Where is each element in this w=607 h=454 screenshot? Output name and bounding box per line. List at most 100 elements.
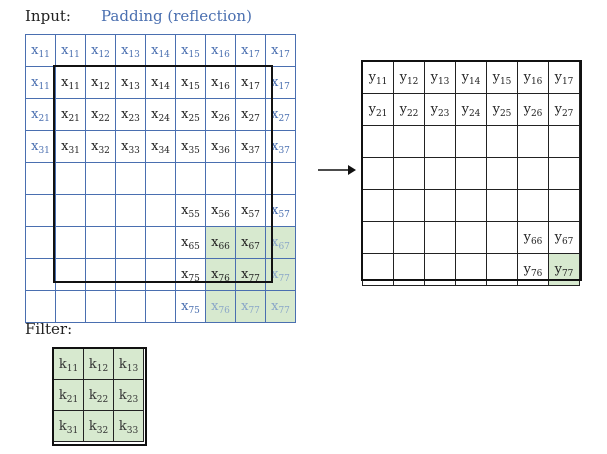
input-cell-symbol: x xyxy=(31,75,39,90)
output-cell xyxy=(486,157,518,190)
input-cell-index: 11 xyxy=(68,82,80,92)
output-cell xyxy=(486,125,518,158)
output-cell-row: y66 y67 xyxy=(362,221,580,254)
input-cell-index: 55 xyxy=(188,210,200,220)
output-cell: y21 xyxy=(362,93,394,126)
input-cell: x35 xyxy=(175,130,206,163)
output-cell-symbol: y xyxy=(554,70,562,85)
input-cell-symbol: x xyxy=(91,75,99,90)
input-cell-symbol: x xyxy=(241,203,249,218)
input-cell-symbol: x xyxy=(241,43,249,58)
input-cell-symbol: x xyxy=(151,75,159,90)
output-cell xyxy=(486,253,518,286)
output-cell xyxy=(455,125,487,158)
input-label: Input: xyxy=(25,7,71,25)
input-cell-row: x55 x56 x57 x57 xyxy=(25,194,296,227)
output-cell xyxy=(424,221,456,254)
output-cell xyxy=(548,125,580,158)
input-cell-index: 22 xyxy=(98,114,110,124)
input-cell: x65 xyxy=(175,226,206,259)
output-cell-symbol: y xyxy=(523,102,531,117)
input-cell-symbol: x xyxy=(121,43,129,58)
input-cell-index: 26 xyxy=(218,114,230,124)
input-cell-symbol: x xyxy=(241,139,249,154)
filter-cell-index: 13 xyxy=(126,363,139,374)
input-cell-index: 21 xyxy=(68,114,80,124)
output-cell-symbol: y xyxy=(399,70,407,85)
input-cell-symbol: x xyxy=(211,299,219,314)
input-cell-symbol: x xyxy=(241,267,249,282)
input-cell-symbol: x xyxy=(91,107,99,122)
filter-cell-symbol: k xyxy=(58,387,67,403)
input-cell-symbol: x xyxy=(271,75,279,90)
output-cell-symbol: y xyxy=(554,262,562,277)
output-cell-index: 25 xyxy=(499,109,512,119)
output-cell: y13 xyxy=(424,61,456,94)
input-cell: x11 xyxy=(55,66,86,99)
output-cell xyxy=(393,157,425,190)
filter-cell-symbol: k xyxy=(88,356,97,372)
output-cell-symbol: y xyxy=(461,70,469,85)
filter-cell-index: 21 xyxy=(66,394,79,405)
output-cell: y22 xyxy=(393,93,425,126)
input-cell xyxy=(25,194,56,227)
output-cell xyxy=(424,253,456,286)
output-cell-symbol: y xyxy=(399,102,407,117)
input-cell: x77 xyxy=(265,290,296,323)
input-cell: x12 xyxy=(85,66,116,99)
input-cell-index: 77 xyxy=(278,306,290,316)
output-cell-index: 16 xyxy=(530,77,543,87)
input-cell-row: x11 x11 x12 x13 x14 x15 x16 x17 x17 xyxy=(25,34,296,67)
output-grid: y11 y12 y13 y14 y15 y16 y17 y21 y22 y23 y24 y25 y26 y… xyxy=(362,61,580,286)
input-cell-index: 76 xyxy=(218,306,230,316)
output-cell: y77 xyxy=(548,253,580,286)
input-cell: x17 xyxy=(235,66,266,99)
input-cell: x15 xyxy=(175,66,206,99)
input-cell-index: 14 xyxy=(158,50,170,60)
input-cell: x17 xyxy=(265,34,296,67)
input-cell-symbol: x xyxy=(271,107,279,122)
input-cell-symbol: x xyxy=(211,43,219,58)
input-cell xyxy=(55,162,86,195)
input-cell-row: x11 x11 x12 x13 x14 x15 x16 x17 x17 xyxy=(25,66,296,99)
input-cell-index: 57 xyxy=(278,210,290,220)
filter-cell: k31 xyxy=(53,410,84,442)
output-cell-index: 76 xyxy=(530,269,543,279)
output-cell-index: 11 xyxy=(375,77,388,87)
filter-grid: k11 k12 k13 k21 k22 k23 k31 k32 k33 xyxy=(53,348,144,442)
output-cell-symbol: y xyxy=(523,262,531,277)
input-cell: x12 xyxy=(85,34,116,67)
input-cell-symbol: x xyxy=(121,75,129,90)
input-cell: x57 xyxy=(235,194,266,227)
input-cell-symbol: x xyxy=(271,235,279,250)
input-cell-symbol: x xyxy=(31,139,39,154)
output-cell-symbol: y xyxy=(554,230,562,245)
input-cell-row: x21 x21 x22 x23 x24 x25 x26 x27 x27 xyxy=(25,98,296,131)
output-cell xyxy=(362,157,394,190)
input-cell xyxy=(25,290,56,323)
input-cell: x31 xyxy=(25,130,56,163)
input-cell-index: 37 xyxy=(278,146,290,156)
input-cell-index: 24 xyxy=(158,114,170,124)
input-cell-index: 36 xyxy=(218,146,230,156)
filter-cell-row: k11 k12 k13 xyxy=(53,348,144,380)
filter-cell-symbol: k xyxy=(58,418,67,434)
input-cell-index: 13 xyxy=(128,82,140,92)
input-cell xyxy=(55,290,86,323)
input-cell-symbol: x xyxy=(91,43,99,58)
input-cell-symbol: x xyxy=(181,139,189,154)
input-cell-index: 15 xyxy=(188,82,200,92)
filter-cell: k32 xyxy=(83,410,114,442)
input-cell-index: 34 xyxy=(158,146,170,156)
input-cell-symbol: x xyxy=(181,75,189,90)
input-cell-symbol: x xyxy=(271,43,279,58)
input-cell: x77 xyxy=(235,258,266,291)
output-cell-symbol: y xyxy=(523,70,531,85)
input-cell: x77 xyxy=(235,290,266,323)
input-cell-index: 25 xyxy=(188,114,200,124)
input-cell-symbol: x xyxy=(211,139,219,154)
input-cell xyxy=(85,162,116,195)
input-cell xyxy=(55,226,86,259)
input-cell: x11 xyxy=(25,34,56,67)
filter-cell: k13 xyxy=(113,348,144,380)
